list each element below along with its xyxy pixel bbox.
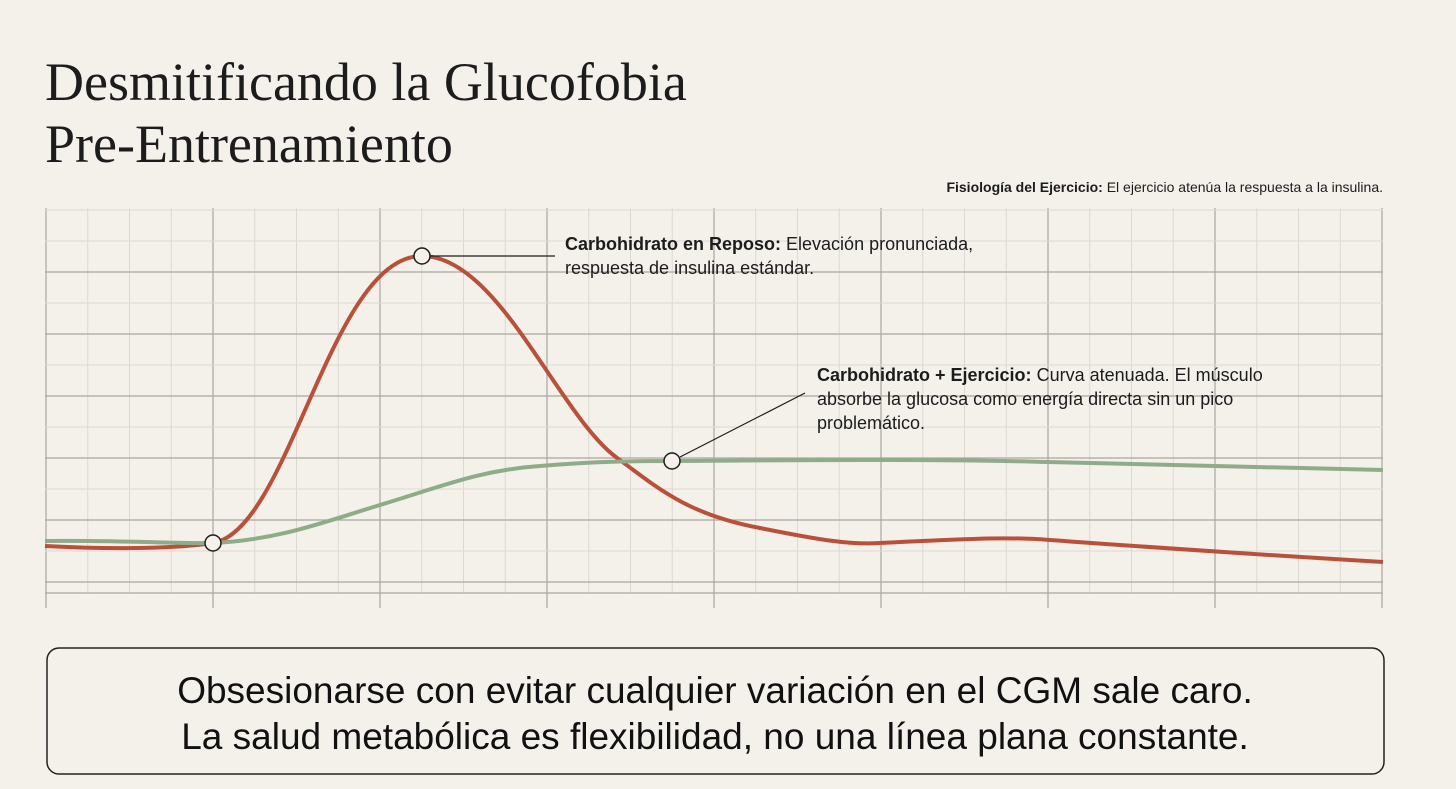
marker — [663, 452, 681, 470]
subtitle-bold: Fisiología del Ejercicio: — [946, 179, 1102, 195]
annotation-line: absorbe la glucosa como energía directa … — [817, 389, 1233, 409]
footer-line: La salud metabólica es flexibilidad, no … — [181, 716, 1249, 757]
annotation-bold: Carbohidrato en Reposo: — [565, 234, 781, 254]
annotation-text: Elevación pronunciada, — [786, 234, 973, 254]
annotation-line: respuesta de insulina estándar. — [565, 258, 814, 278]
footer-box — [46, 647, 1385, 775]
subtitle: Fisiología del Ejercicio: El ejercicio a… — [946, 179, 1383, 195]
annotation-text: Curva atenuada. El músculo — [1037, 365, 1263, 385]
leader-line — [679, 392, 806, 458]
exercise-curve — [44, 458, 1384, 546]
title-line: Desmitificando la Glucofobia — [45, 52, 687, 112]
subtitle-text: El ejercicio atenúa la respuesta a la in… — [1107, 179, 1383, 195]
title-line: Pre-Entrenamiento — [45, 114, 453, 174]
annotation-line: Carbohidrato en Reposo: Elevación pronun… — [565, 234, 973, 254]
annotation-line: Carbohidrato + Ejercicio: Curva atenuada… — [817, 365, 1263, 385]
rest-curve — [44, 253, 1384, 564]
annotation-bold: Carbohidrato + Ejercicio: — [817, 365, 1032, 385]
annotation-line: problemático. — [817, 413, 925, 433]
marker — [413, 247, 431, 265]
marker — [204, 534, 222, 552]
footer-line: Obsesionarse con evitar cualquier variac… — [177, 670, 1253, 711]
